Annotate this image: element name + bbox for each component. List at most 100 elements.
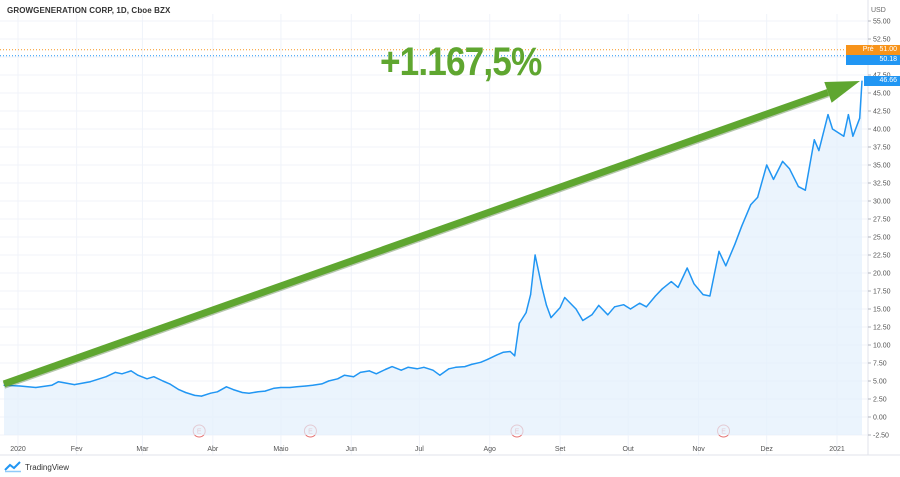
price-point [257, 391, 259, 393]
price-area [4, 81, 862, 435]
price-point [575, 308, 577, 310]
price-point [480, 361, 482, 363]
price-point [225, 386, 227, 388]
price-point [439, 374, 441, 376]
price-point [831, 128, 834, 130]
price-point [57, 381, 60, 383]
price-point [289, 386, 291, 389]
price-point [623, 304, 625, 306]
footer[interactable]: TradingView [4, 458, 69, 476]
last-price-badge: 50.18 [846, 55, 900, 65]
pre-market-value: 51.00 [879, 46, 897, 53]
percent-gain-label: +1.167,5% [380, 40, 542, 84]
price-point [416, 368, 418, 370]
y-tick-label: 30.00 [873, 199, 891, 206]
y-tick-label: 55.00 [873, 19, 891, 26]
price-point [582, 319, 584, 322]
price-point [804, 189, 806, 191]
price-point [296, 386, 298, 388]
y-tick-label: 42.50 [873, 109, 891, 116]
price-point [51, 384, 53, 386]
price-point [471, 363, 473, 365]
price-point [813, 139, 815, 141]
y-tick-label: 5.00 [873, 379, 887, 386]
price-point [185, 391, 187, 394]
x-tick-label: Jun [346, 446, 357, 453]
price-point [35, 386, 37, 389]
price-point [861, 80, 863, 82]
y-tick-label: 7.50 [873, 361, 887, 368]
price-point [757, 196, 759, 198]
price-point [741, 225, 743, 227]
price-point [146, 378, 148, 380]
price-point [797, 186, 800, 188]
y-tick-label: -2.50 [873, 433, 889, 440]
price-lines [0, 49, 868, 57]
price-point [534, 254, 536, 256]
price-point [734, 243, 736, 245]
price-point [818, 150, 820, 152]
price-point [337, 378, 339, 380]
y-tick-label: 22.50 [873, 253, 891, 260]
price-point [670, 281, 672, 283]
price-point [130, 370, 132, 372]
price-point [852, 135, 854, 137]
y-tick-label: 27.50 [873, 217, 891, 224]
price-point [248, 392, 250, 394]
price-point [137, 374, 139, 376]
price-point [843, 135, 845, 137]
price-point [827, 114, 829, 116]
price-point [607, 314, 609, 316]
x-tick-label: Ago [484, 446, 497, 453]
price-point [788, 168, 791, 170]
price-point [312, 384, 314, 386]
price-point [423, 366, 425, 368]
x-tick-label: Out [623, 446, 634, 453]
price-point [518, 322, 520, 324]
price-point [598, 304, 600, 306]
price-point [677, 286, 679, 288]
y-tick-label: 32.50 [873, 181, 891, 188]
price-point [216, 391, 218, 393]
price-point [19, 385, 21, 387]
x-tick-label: Nov [692, 446, 705, 453]
price-point [343, 374, 346, 376]
y-tick-label: 40.00 [873, 127, 891, 134]
price-point [400, 369, 402, 371]
series-layer [3, 80, 863, 435]
y-tick-label: 12.50 [873, 325, 891, 332]
price-point [750, 204, 752, 206]
tradingview-logo-icon [4, 461, 21, 473]
price-point [545, 304, 548, 306]
y-axis[interactable]: 55.0052.5050.0047.5045.0042.5040.0037.50… [0, 0, 900, 456]
price-point [359, 371, 361, 373]
price-point [772, 178, 775, 180]
x-tick-label: Set [555, 446, 566, 453]
price-point [686, 267, 688, 269]
x-tick-label: Maio [273, 446, 288, 453]
y-tick-label: 35.00 [873, 163, 891, 170]
price-point [709, 295, 711, 297]
price-point [432, 369, 434, 371]
y-tick-label: 45.00 [873, 91, 891, 98]
price-point [210, 392, 212, 394]
price-point [169, 383, 171, 385]
price-point [407, 366, 409, 368]
y-tick-label: 37.50 [873, 145, 891, 152]
y-tick-label: 10.00 [873, 343, 891, 350]
x-axis[interactable]: 2020 Fev Mar Abr Maio Jun Jul Ago Set Out Nov Dez 20… [10, 446, 845, 453]
price-point [105, 376, 107, 378]
price-point [353, 376, 355, 378]
y-tick-label: 52.50 [873, 37, 891, 44]
price-line [3, 80, 863, 397]
price-point [114, 371, 116, 373]
x-tick-label: Fev [71, 446, 83, 453]
price-point [448, 368, 450, 370]
price-point [200, 395, 203, 397]
price-point [502, 351, 504, 353]
price-point [162, 380, 164, 382]
y-tick-label: 25.00 [873, 235, 891, 242]
price-point [153, 376, 155, 378]
